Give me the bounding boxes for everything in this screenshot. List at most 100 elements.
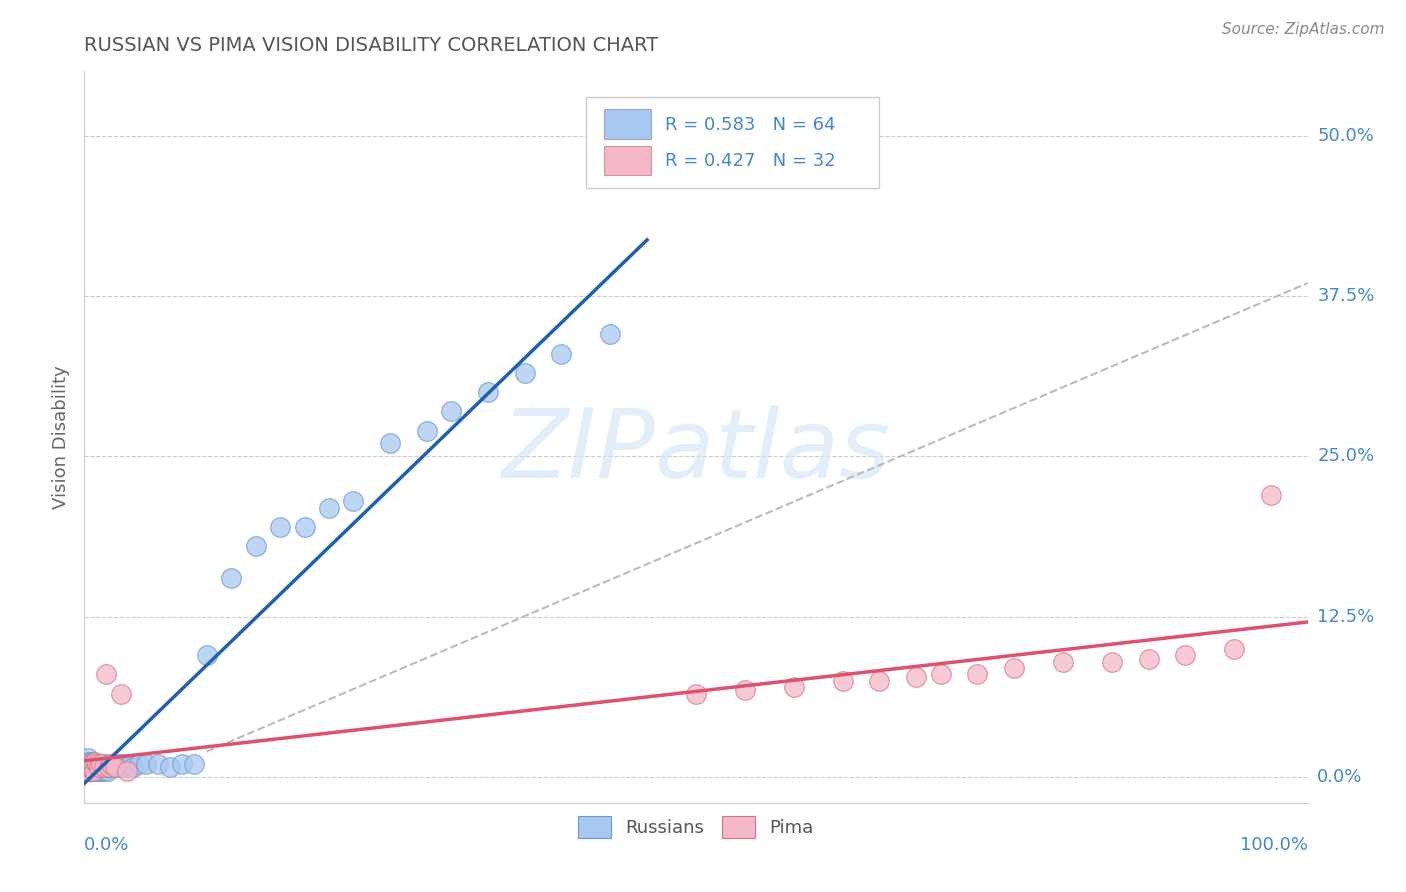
Legend: Russians, Pima: Russians, Pima [571,808,821,845]
Point [100,760,122,774]
Point [97,760,120,774]
Point [1052,655,1074,669]
Point [79,757,101,772]
Point [100,757,122,772]
Point [80,764,103,778]
Point [966,667,988,681]
Point [440,404,463,418]
Point [183,757,205,772]
Point [87,764,110,778]
Point [77,760,100,774]
Point [77,755,100,769]
Point [477,385,499,400]
Point [685,687,707,701]
Point [86,757,108,772]
Point [80,760,103,774]
Point [91,764,114,778]
Point [115,760,138,774]
Point [77,757,100,772]
Point [83,760,105,774]
Point [82,757,104,772]
Point [82,764,104,778]
Point [77,764,100,778]
Text: Source: ZipAtlas.com: Source: ZipAtlas.com [1222,22,1385,37]
Point [87,760,110,774]
Point [79,760,101,774]
Point [245,539,267,553]
Text: R = 0.427   N = 32: R = 0.427 N = 32 [665,153,837,170]
Point [84,755,107,769]
Point [96,667,118,681]
Point [107,757,129,772]
Point [76,755,98,769]
Text: ZIPatlas: ZIPatlas [502,405,890,499]
Point [342,494,364,508]
Point [94,764,117,778]
Point [80,755,103,769]
Point [110,760,132,774]
Point [87,760,110,774]
Text: R = 0.583   N = 64: R = 0.583 N = 64 [665,116,837,134]
Point [82,760,104,774]
Point [77,751,100,765]
Point [120,757,142,772]
Point [1223,641,1246,656]
Text: 37.5%: 37.5% [1317,287,1375,305]
Point [77,760,100,774]
Text: 0.0%: 0.0% [1317,768,1362,786]
Point [89,764,111,778]
Point [76,764,98,778]
FancyBboxPatch shape [586,97,880,188]
Point [869,673,891,688]
Point [172,757,194,772]
Point [112,757,135,772]
Point [86,764,108,778]
Point [1101,655,1123,669]
Point [86,760,108,774]
Point [294,520,316,534]
Point [75,757,97,772]
Point [90,757,112,772]
Point [82,757,104,772]
Point [1002,661,1025,675]
Y-axis label: Vision Disability: Vision Disability [52,365,70,509]
Point [550,346,572,360]
Point [77,764,100,778]
Point [77,764,100,778]
Point [905,670,928,684]
Point [1137,652,1160,666]
Point [195,648,218,663]
Point [96,757,118,772]
Point [831,673,853,688]
Point [783,681,806,695]
Point [79,757,101,772]
Point [269,520,291,534]
Text: 25.0%: 25.0% [1317,447,1375,466]
FancyBboxPatch shape [605,146,651,175]
Text: 12.5%: 12.5% [1317,607,1375,625]
Point [104,760,127,774]
Text: RUSSIAN VS PIMA VISION DISABILITY CORRELATION CHART: RUSSIAN VS PIMA VISION DISABILITY CORREL… [84,36,658,54]
Point [76,760,98,774]
Point [105,760,128,774]
Point [219,571,242,585]
Point [734,682,756,697]
Point [83,764,105,778]
Point [97,764,120,778]
Point [93,760,115,774]
Text: 50.0%: 50.0% [1317,127,1374,145]
Point [1174,648,1197,663]
Point [159,760,181,774]
Point [83,764,105,778]
Point [1260,488,1282,502]
FancyBboxPatch shape [605,110,651,138]
Point [122,760,145,774]
Point [115,764,138,778]
Text: 100.0%: 100.0% [1240,836,1308,854]
Point [416,424,439,438]
Point [103,757,125,772]
Point [135,757,157,772]
Point [146,757,169,772]
Point [513,366,536,380]
Point [84,757,107,772]
